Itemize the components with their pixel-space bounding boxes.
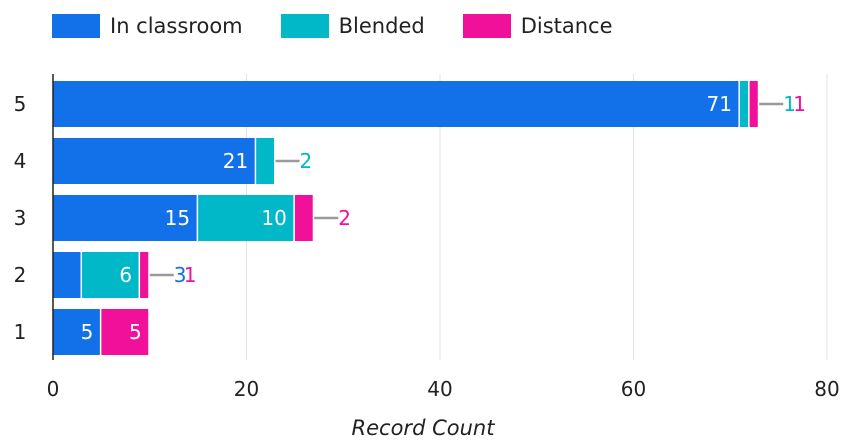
bar-in-classroom-1 bbox=[53, 309, 100, 355]
y-tick-label-4: 4 bbox=[14, 149, 27, 173]
y-tick-label-2: 2 bbox=[14, 263, 27, 287]
y-tick-label-1: 1 bbox=[14, 320, 27, 344]
legend-item-in-classroom[interactable]: In classroom bbox=[52, 14, 243, 38]
legend-item-blended[interactable]: Blended bbox=[280, 14, 425, 38]
y-tick-label-5: 5 bbox=[14, 92, 27, 116]
bar-distance-3 bbox=[294, 195, 313, 241]
chart-legend: In classroom Blended Distance bbox=[52, 8, 651, 44]
data-label-in-classroom-5: 71 bbox=[706, 92, 731, 116]
bar-in-classroom-5 bbox=[53, 81, 739, 127]
x-tick-label-80: 80 bbox=[814, 377, 839, 401]
x-tick-label-0: 0 bbox=[47, 377, 60, 401]
bar-in-classroom-2 bbox=[53, 252, 81, 298]
bar-in-classroom-4 bbox=[53, 138, 255, 184]
legend-swatch-distance bbox=[462, 14, 511, 38]
legend-label-distance: Distance bbox=[520, 14, 613, 38]
y-tick-label-3: 3 bbox=[14, 206, 27, 230]
bar-blended-2 bbox=[82, 252, 139, 298]
legend-swatch-blended bbox=[280, 14, 329, 38]
bar-distance-1 bbox=[101, 309, 149, 355]
data-label-blended-3: 10 bbox=[261, 206, 286, 230]
legend-label-blended: Blended bbox=[338, 14, 425, 38]
bar-blended-5 bbox=[739, 81, 749, 127]
data-label-blended-5: 1 bbox=[783, 92, 796, 116]
data-label-blended-2: 6 bbox=[119, 263, 132, 287]
legend-label-in-classroom: In classroom bbox=[110, 14, 243, 38]
bar-blended-4 bbox=[256, 138, 275, 184]
data-label-distance-5: 1 bbox=[793, 92, 806, 116]
data-label-distance-2: 1 bbox=[184, 263, 197, 287]
data-label-in-classroom-3: 15 bbox=[165, 206, 190, 230]
data-label-distance-3: 2 bbox=[338, 206, 351, 230]
x-tick-label-20: 20 bbox=[234, 377, 259, 401]
bar-blended-3 bbox=[198, 195, 294, 241]
bar-distance-5 bbox=[749, 81, 758, 127]
x-tick-label-60: 60 bbox=[621, 377, 646, 401]
bar-in-classroom-3 bbox=[53, 195, 197, 241]
bar-distance-2 bbox=[140, 252, 149, 298]
x-tick-label-40: 40 bbox=[427, 377, 452, 401]
data-label-in-classroom-4: 21 bbox=[223, 149, 248, 173]
x-axis-title: Record Count bbox=[351, 416, 495, 440]
data-label-in-classroom-1: 5 bbox=[81, 320, 94, 344]
legend-item-distance[interactable]: Distance bbox=[462, 14, 613, 38]
legend-swatch-in-classroom bbox=[52, 14, 100, 38]
data-label-in-classroom-2: 3 bbox=[174, 263, 187, 287]
data-label-distance-1: 5 bbox=[129, 320, 142, 344]
data-label-blended-4: 2 bbox=[300, 149, 313, 173]
